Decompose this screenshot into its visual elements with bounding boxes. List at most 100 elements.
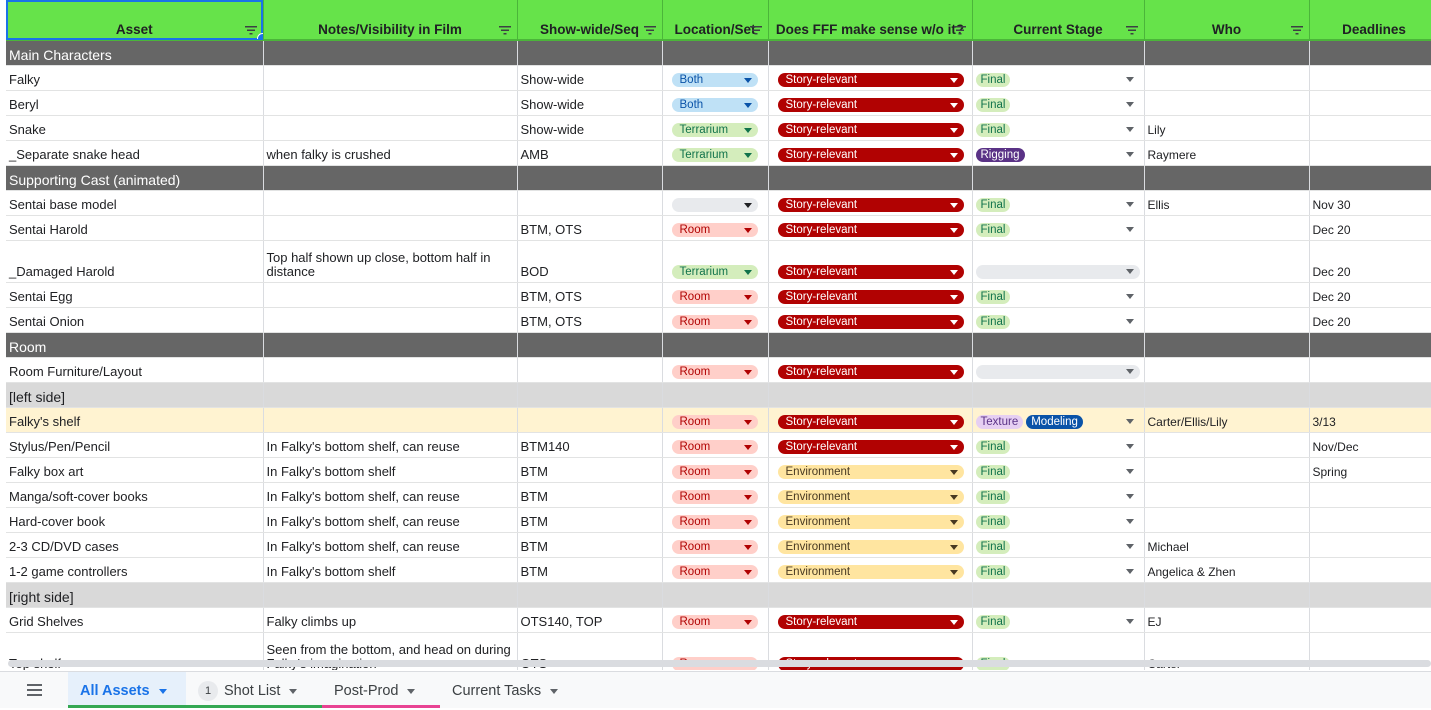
asset-cell[interactable]: Falky — [6, 65, 264, 91]
fff-dropdown-chip[interactable]: Environment — [777, 565, 964, 579]
current-stage-cell[interactable]: Final — [972, 190, 1145, 216]
empty-cell[interactable] — [263, 382, 518, 408]
selection-handle[interactable] — [256, 33, 262, 38]
sequence-cell[interactable]: BTM140 — [517, 432, 663, 458]
location-cell[interactable]: Room — [662, 432, 769, 458]
fff-cell[interactable]: Story-relevant — [768, 407, 973, 433]
deadline-cell[interactable]: Dec 20 — [1309, 282, 1431, 308]
empty-cell[interactable] — [768, 582, 973, 608]
sequence-cell[interactable]: OTS140, TOP — [517, 607, 663, 633]
asset-cell[interactable]: Falky box art — [6, 457, 264, 483]
asset-cell[interactable]: Sentai Egg — [6, 282, 264, 308]
column-header-asset[interactable]: Asset — [6, 0, 264, 41]
empty-cell[interactable] — [1144, 165, 1310, 191]
deadline-cell[interactable] — [1309, 482, 1431, 508]
sequence-cell[interactable]: BTM, OTS — [517, 215, 663, 241]
notes-cell[interactable] — [263, 115, 518, 141]
location-dropdown-chip[interactable]: Room — [671, 615, 758, 629]
asset-cell[interactable]: _Separate snake head — [6, 140, 264, 166]
stage-chip-final[interactable]: Final — [975, 615, 1011, 629]
chevron-down-icon[interactable] — [1125, 369, 1134, 374]
who-cell[interactable] — [1144, 507, 1310, 533]
empty-cell[interactable] — [972, 332, 1145, 358]
current-stage-cell[interactable]: Final — [972, 307, 1145, 333]
deadline-cell[interactable]: Dec 20 — [1309, 307, 1431, 333]
who-cell[interactable]: Lily — [1144, 115, 1310, 141]
current-stage-cell[interactable]: Final — [972, 507, 1145, 533]
deadline-cell[interactable] — [1309, 357, 1431, 383]
sheet-tab-shot-list[interactable]: 1 Shot List — [186, 672, 322, 708]
stage-chip-final[interactable]: Final — [975, 540, 1011, 554]
filter-icon[interactable] — [953, 26, 966, 35]
empty-cell[interactable] — [768, 332, 973, 358]
chevron-down-icon[interactable] — [1125, 127, 1134, 132]
sequence-cell[interactable] — [517, 357, 663, 383]
fff-cell[interactable]: Environment — [768, 532, 973, 558]
current-stage-cell[interactable] — [972, 240, 1145, 283]
stage-chip-rigging[interactable]: Rigging — [975, 148, 1025, 162]
stage-chip-final[interactable]: Final — [975, 440, 1011, 454]
location-cell[interactable]: Room — [662, 507, 769, 533]
section-label[interactable]: Room — [6, 332, 264, 358]
current-stage-cell[interactable]: Final — [972, 532, 1145, 558]
location-cell[interactable] — [662, 190, 769, 216]
empty-cell[interactable] — [1144, 40, 1310, 66]
location-dropdown-chip[interactable]: Room — [671, 290, 758, 304]
notes-cell[interactable]: In Falky's bottom shelf, can reuse — [263, 532, 518, 558]
location-dropdown-chip[interactable]: Both — [671, 98, 758, 112]
empty-cell[interactable] — [1309, 582, 1431, 608]
deadline-cell[interactable] — [1309, 557, 1431, 583]
asset-cell[interactable]: 1-2 game controllers — [6, 557, 264, 583]
empty-cell[interactable] — [972, 582, 1145, 608]
chevron-down-icon[interactable] — [1125, 569, 1134, 574]
chevron-down-icon[interactable] — [1125, 519, 1134, 524]
deadline-cell[interactable]: Nov/Dec — [1309, 432, 1431, 458]
location-dropdown-chip[interactable]: Room — [671, 440, 758, 454]
asset-cell[interactable]: Hard-cover book — [6, 507, 264, 533]
location-dropdown-chip[interactable]: Room — [671, 315, 758, 329]
current-stage-cell[interactable]: Final — [972, 282, 1145, 308]
filter-icon[interactable] — [643, 26, 656, 35]
fff-dropdown-chip[interactable]: Story-relevant — [777, 415, 964, 429]
fff-cell[interactable]: Environment — [768, 457, 973, 483]
asset-cell[interactable]: Manga/soft-cover books — [6, 482, 264, 508]
chevron-down-icon[interactable] — [289, 688, 298, 694]
filter-icon[interactable] — [244, 26, 257, 35]
location-dropdown-chip[interactable]: Terrarium — [671, 123, 758, 137]
current-stage-cell[interactable]: Final — [972, 607, 1145, 633]
deadline-cell[interactable] — [1309, 532, 1431, 558]
location-dropdown-chip[interactable]: Both — [671, 73, 758, 87]
who-cell[interactable] — [1144, 482, 1310, 508]
empty-cell[interactable] — [662, 382, 769, 408]
chevron-down-icon[interactable] — [1125, 202, 1134, 207]
current-stage-cell[interactable]: Final — [972, 432, 1145, 458]
sheet-tab-post-prod[interactable]: Post-Prod — [322, 672, 440, 708]
location-cell[interactable]: Room — [662, 532, 769, 558]
location-cell[interactable]: Room — [662, 482, 769, 508]
who-cell[interactable]: EJ — [1144, 607, 1310, 633]
location-dropdown-chip[interactable]: Room — [671, 540, 758, 554]
fff-dropdown-chip[interactable]: Story-relevant — [777, 98, 964, 112]
fff-cell[interactable]: Environment — [768, 482, 973, 508]
asset-cell[interactable]: Room Furniture/Layout — [6, 357, 264, 383]
filter-icon[interactable] — [1125, 26, 1138, 35]
who-cell[interactable]: Angelica & Zhen — [1144, 557, 1310, 583]
location-dropdown-chip[interactable]: Terrarium — [671, 148, 758, 162]
notes-cell[interactable]: Falky climbs up — [263, 607, 518, 633]
section-label[interactable]: [left side] — [6, 382, 264, 408]
sequence-cell[interactable]: BTM — [517, 507, 663, 533]
empty-cell[interactable] — [1309, 165, 1431, 191]
empty-cell[interactable] — [517, 40, 663, 66]
asset-cell[interactable]: Beryl — [6, 90, 264, 116]
sequence-cell[interactable]: Show-wide — [517, 115, 663, 141]
stage-chip-modeling[interactable]: Modeling — [1026, 415, 1083, 429]
deadline-cell[interactable]: Spring — [1309, 457, 1431, 483]
who-cell[interactable]: Ellis — [1144, 190, 1310, 216]
column-header-deadlines[interactable]: Deadlines — [1309, 0, 1431, 41]
deadline-cell[interactable]: Dec 20 — [1309, 215, 1431, 241]
chevron-down-icon[interactable] — [550, 688, 559, 694]
location-cell[interactable]: Both — [662, 90, 769, 116]
location-dropdown-chip[interactable]: Terrarium — [671, 265, 758, 279]
chevron-down-icon[interactable] — [158, 688, 167, 694]
sequence-cell[interactable]: AMB — [517, 140, 663, 166]
